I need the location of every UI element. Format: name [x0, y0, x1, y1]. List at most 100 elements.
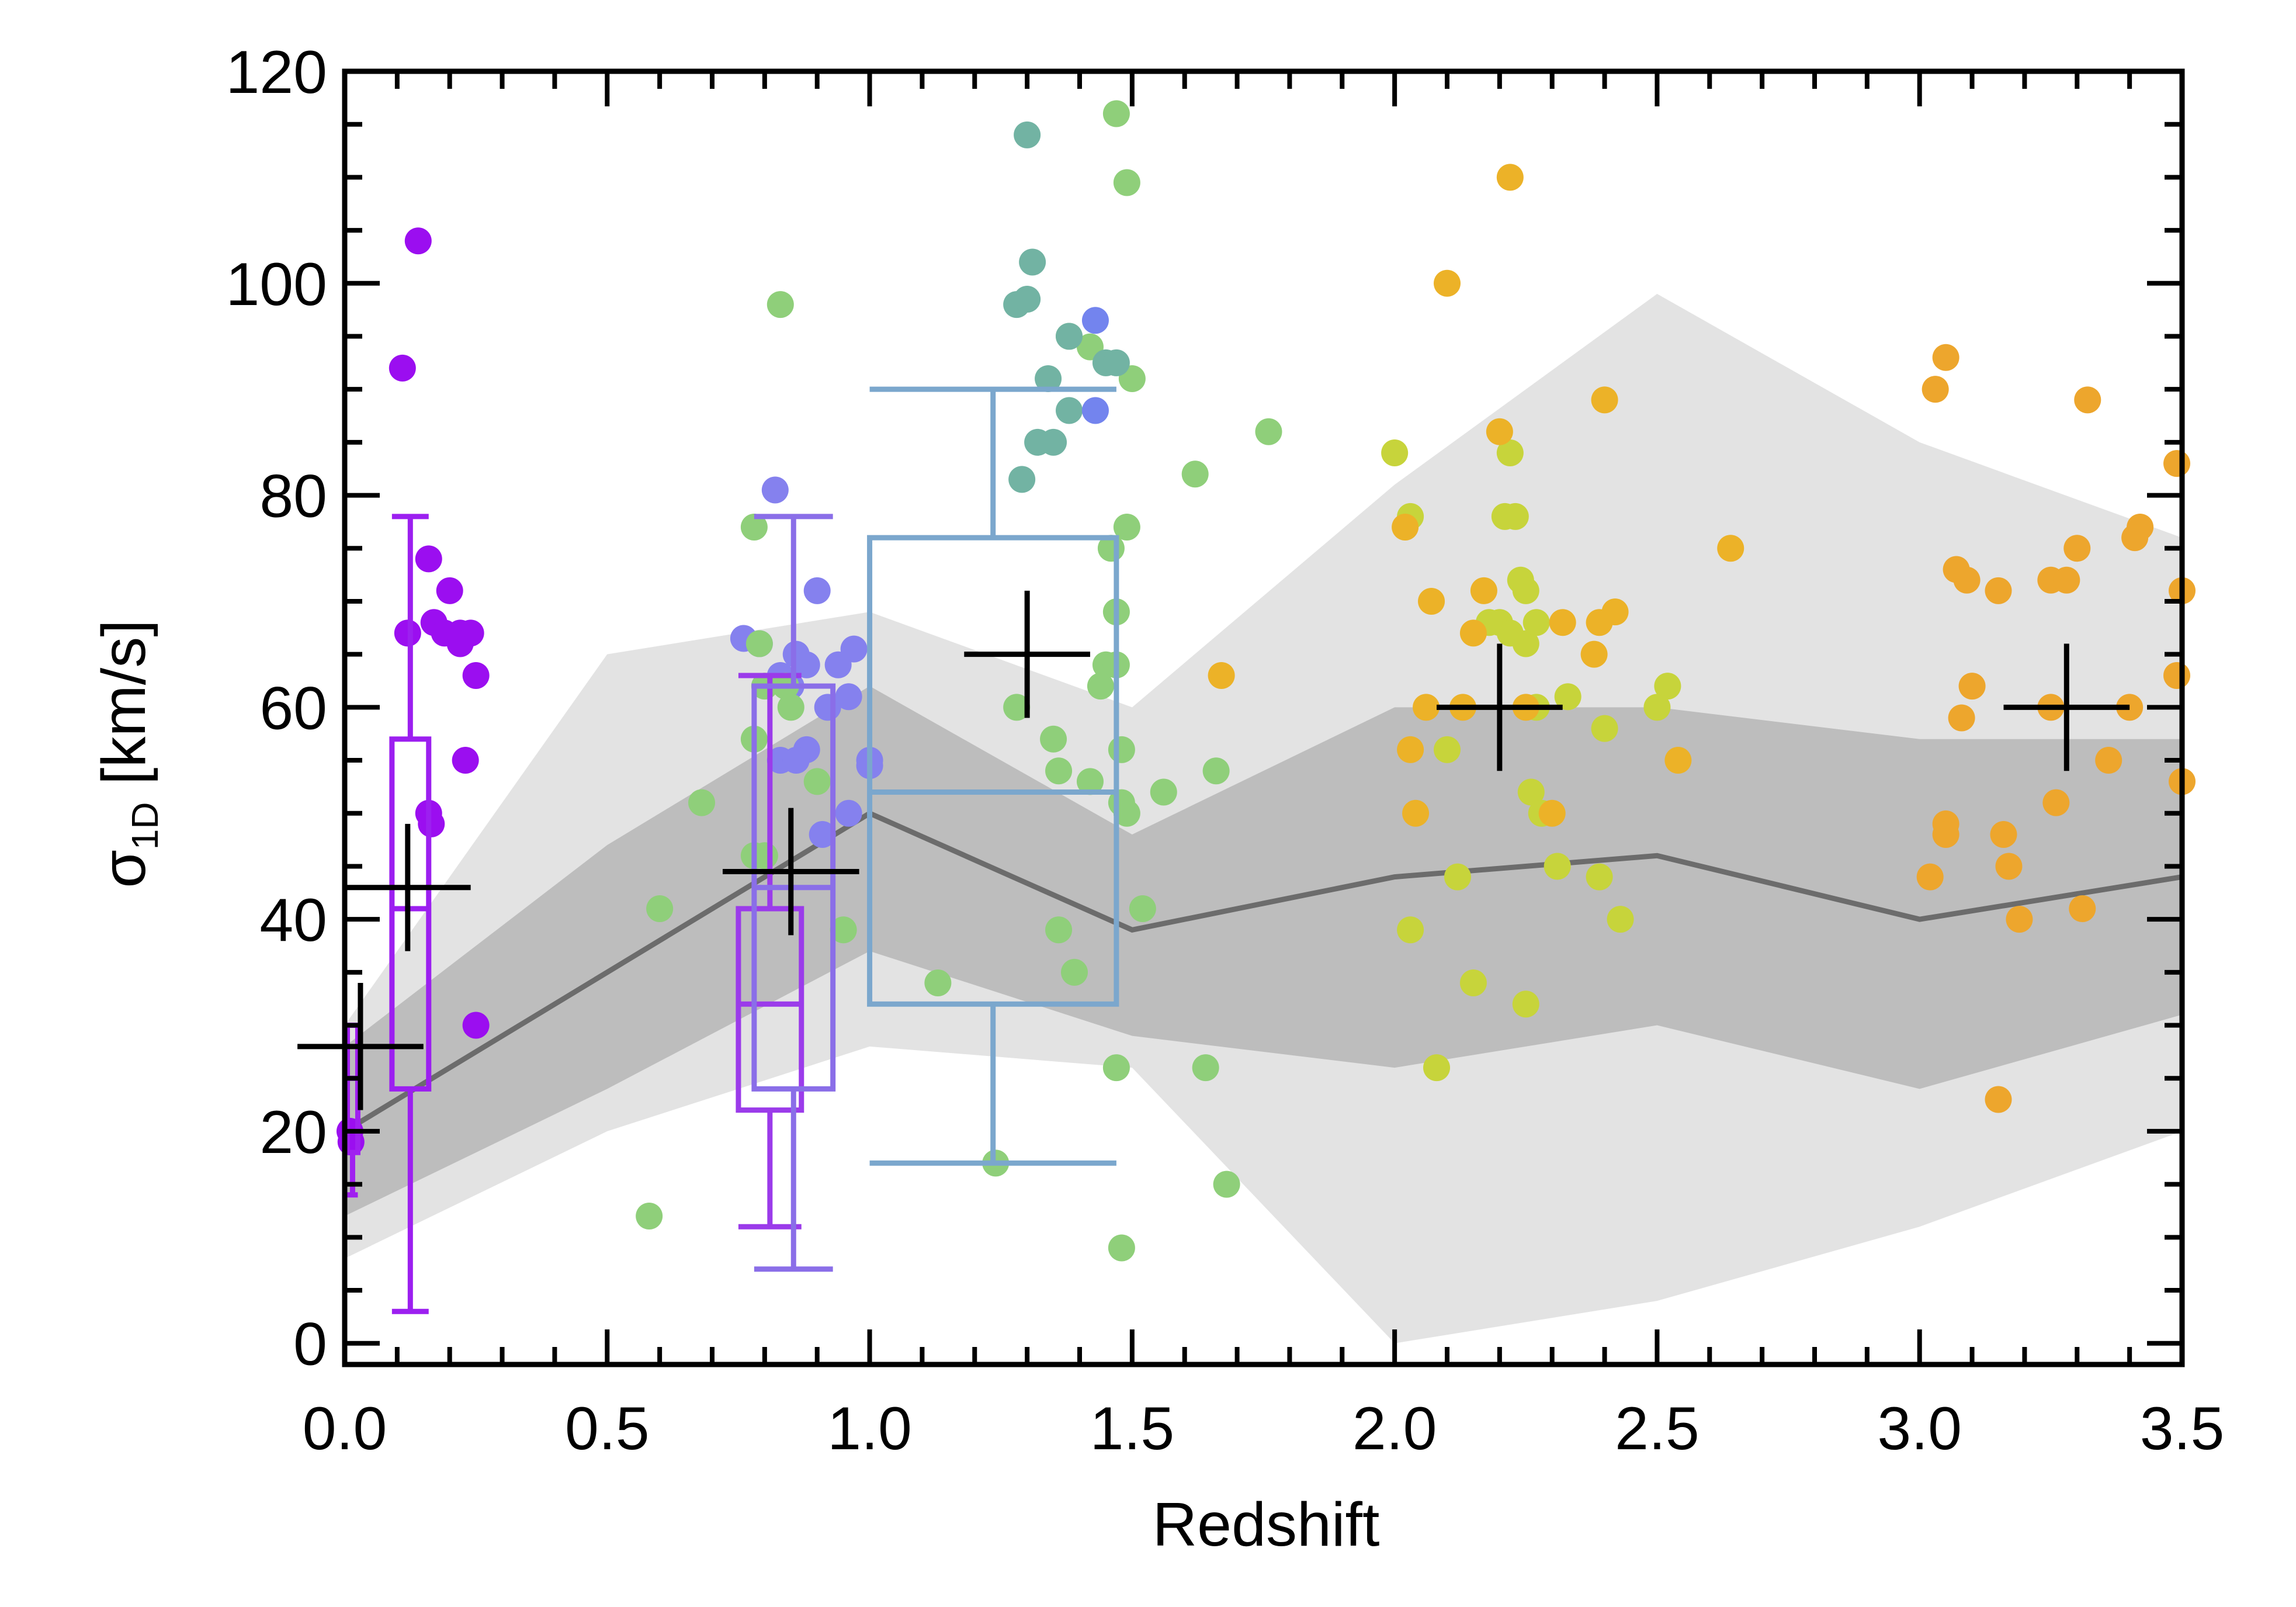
- data-point: [1081, 397, 1109, 424]
- data-point: [1014, 285, 1041, 313]
- data-point: [1958, 673, 1986, 700]
- data-point: [2063, 535, 2091, 562]
- x-axis-ticks: 0.0 0.5 1.0 1.5 2.0 2.5 3.0 3.5: [303, 71, 2225, 1463]
- data-point: [1087, 673, 1114, 700]
- x-axis-title: Redshift: [1153, 1490, 1380, 1559]
- x-tick-label: 3.5: [2140, 1395, 2225, 1463]
- y-tick-label: 120: [226, 39, 327, 106]
- series-0: [336, 227, 490, 1156]
- series-4: [1081, 307, 1109, 424]
- y-tick-label: 80: [259, 463, 327, 531]
- data-point: [1434, 736, 1461, 763]
- mean-cross: [722, 808, 859, 936]
- x-tick-label: 1.5: [1090, 1395, 1175, 1463]
- data-point: [1418, 587, 1445, 615]
- boxplots-layer: [344, 386, 1119, 1314]
- x-tick-label: 0.5: [565, 1395, 650, 1463]
- data-point: [782, 747, 810, 774]
- mean-cross: [297, 982, 424, 1110]
- data-point: [1008, 466, 1036, 493]
- data-point: [809, 821, 836, 848]
- data-point: [1459, 969, 1487, 996]
- data-point: [1990, 821, 2017, 848]
- model-band-inner: [345, 686, 2182, 1217]
- data-point: [1496, 439, 1524, 467]
- data-point: [1544, 853, 1571, 880]
- data-point: [636, 1203, 663, 1230]
- data-point: [436, 577, 463, 604]
- data-point: [1076, 768, 1104, 795]
- data-point: [1717, 535, 1744, 562]
- data-point: [1985, 1086, 2012, 1113]
- data-point: [1003, 694, 1031, 721]
- y-axis-title-symbol: σ: [89, 850, 158, 888]
- data-point: [1208, 661, 1235, 689]
- data-point: [1916, 863, 1944, 891]
- data-point: [1664, 747, 1692, 774]
- data-point: [1512, 630, 1539, 657]
- data-point: [1538, 799, 1566, 827]
- box-z1.25: [867, 386, 1119, 1166]
- data-point: [1081, 307, 1109, 334]
- series-3: [1003, 121, 1130, 493]
- data-point: [1392, 513, 1419, 541]
- data-point: [1591, 715, 1618, 742]
- data-point: [1202, 757, 1230, 785]
- mean-cross: [1437, 643, 1563, 771]
- data-point: [1985, 577, 2012, 604]
- y-tick-label: 100: [226, 251, 327, 318]
- data-point: [1444, 863, 1471, 891]
- data-point: [924, 969, 952, 996]
- data-point: [1413, 694, 1440, 721]
- data-point: [1040, 428, 1067, 456]
- data-point: [389, 354, 416, 382]
- data-point: [2095, 747, 2122, 774]
- data-point: [793, 651, 820, 678]
- y-axis-title-unit: [km/s]: [89, 619, 158, 802]
- box-z0.08: [389, 514, 432, 1314]
- data-point: [1102, 349, 1130, 376]
- data-point: [1102, 1054, 1130, 1082]
- data-point: [446, 630, 474, 657]
- data-point: [835, 683, 862, 711]
- mean-cross: [964, 590, 1090, 718]
- y-tick-label: 40: [259, 886, 327, 954]
- data-point: [1129, 895, 1156, 923]
- data-point: [803, 577, 831, 604]
- y-axis-title-subscript: 1D: [124, 802, 166, 850]
- data-point: [1061, 958, 1088, 986]
- data-point: [1512, 577, 1539, 604]
- data-point: [2163, 661, 2191, 689]
- data-point: [830, 916, 857, 944]
- data-point: [1554, 683, 1581, 711]
- series-6: [1208, 164, 1744, 827]
- data-point: [2042, 789, 2070, 816]
- data-point: [1113, 169, 1140, 196]
- data-point: [1580, 640, 1608, 668]
- x-tick-label: 2.5: [1615, 1395, 1700, 1463]
- data-point: [1108, 736, 1135, 763]
- data-point: [1255, 418, 1282, 445]
- data-point: [2074, 386, 2101, 414]
- mean-cross: [345, 823, 471, 951]
- data-point: [1922, 376, 1949, 403]
- model-median-line: [343, 810, 2183, 1134]
- data-point: [1607, 906, 1634, 933]
- x-tick-label: 0.0: [303, 1395, 387, 1463]
- data-point: [1056, 397, 1083, 424]
- data-point: [1459, 619, 1487, 647]
- data-point: [1932, 821, 1959, 848]
- y-axis-ticks: 0 20 40 60 80 100 120: [226, 39, 2182, 1379]
- data-point: [767, 291, 794, 318]
- data-point: [1932, 344, 1959, 371]
- data-point: [1643, 694, 1671, 721]
- data-point: [415, 545, 442, 573]
- data-point: [1397, 916, 1424, 944]
- data-point: [1434, 269, 1461, 297]
- data-point: [1213, 1170, 1240, 1198]
- data-point: [462, 661, 490, 689]
- data-point: [1381, 439, 1409, 467]
- data-point: [2006, 906, 2033, 933]
- data-point: [1397, 736, 1424, 763]
